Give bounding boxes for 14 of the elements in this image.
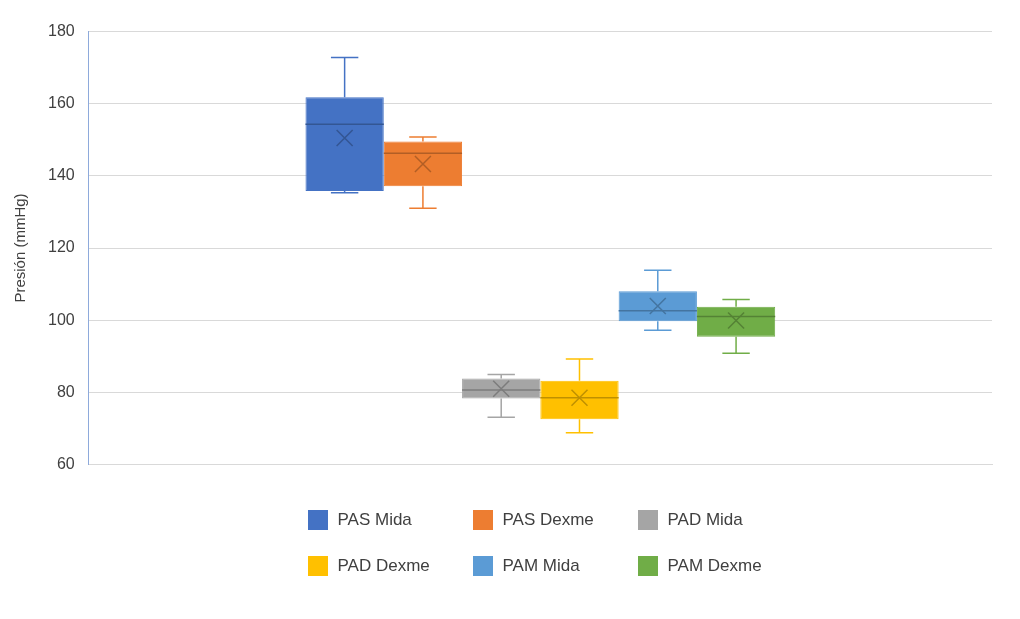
y-tick-label: 120 [47,238,75,256]
y-axis-title: Presión (mmHg) [11,193,29,303]
legend-label: PAD Mida [667,510,743,530]
legend-label: PAM Mida [502,556,580,576]
legend-label: PAM Dexme [667,556,762,576]
legend-label: PAS Dexme [502,510,594,530]
legend-label: PAS Mida [337,510,412,530]
legend-label: PAD Dexme [337,556,430,576]
y-tick-label: 160 [47,94,75,112]
y-tick-label: 80 [56,382,75,400]
y-tick-label: 60 [56,454,75,472]
y-tick-label: 100 [47,310,75,328]
y-tick-label: 140 [47,166,75,184]
y-tick-label: 180 [47,22,75,40]
